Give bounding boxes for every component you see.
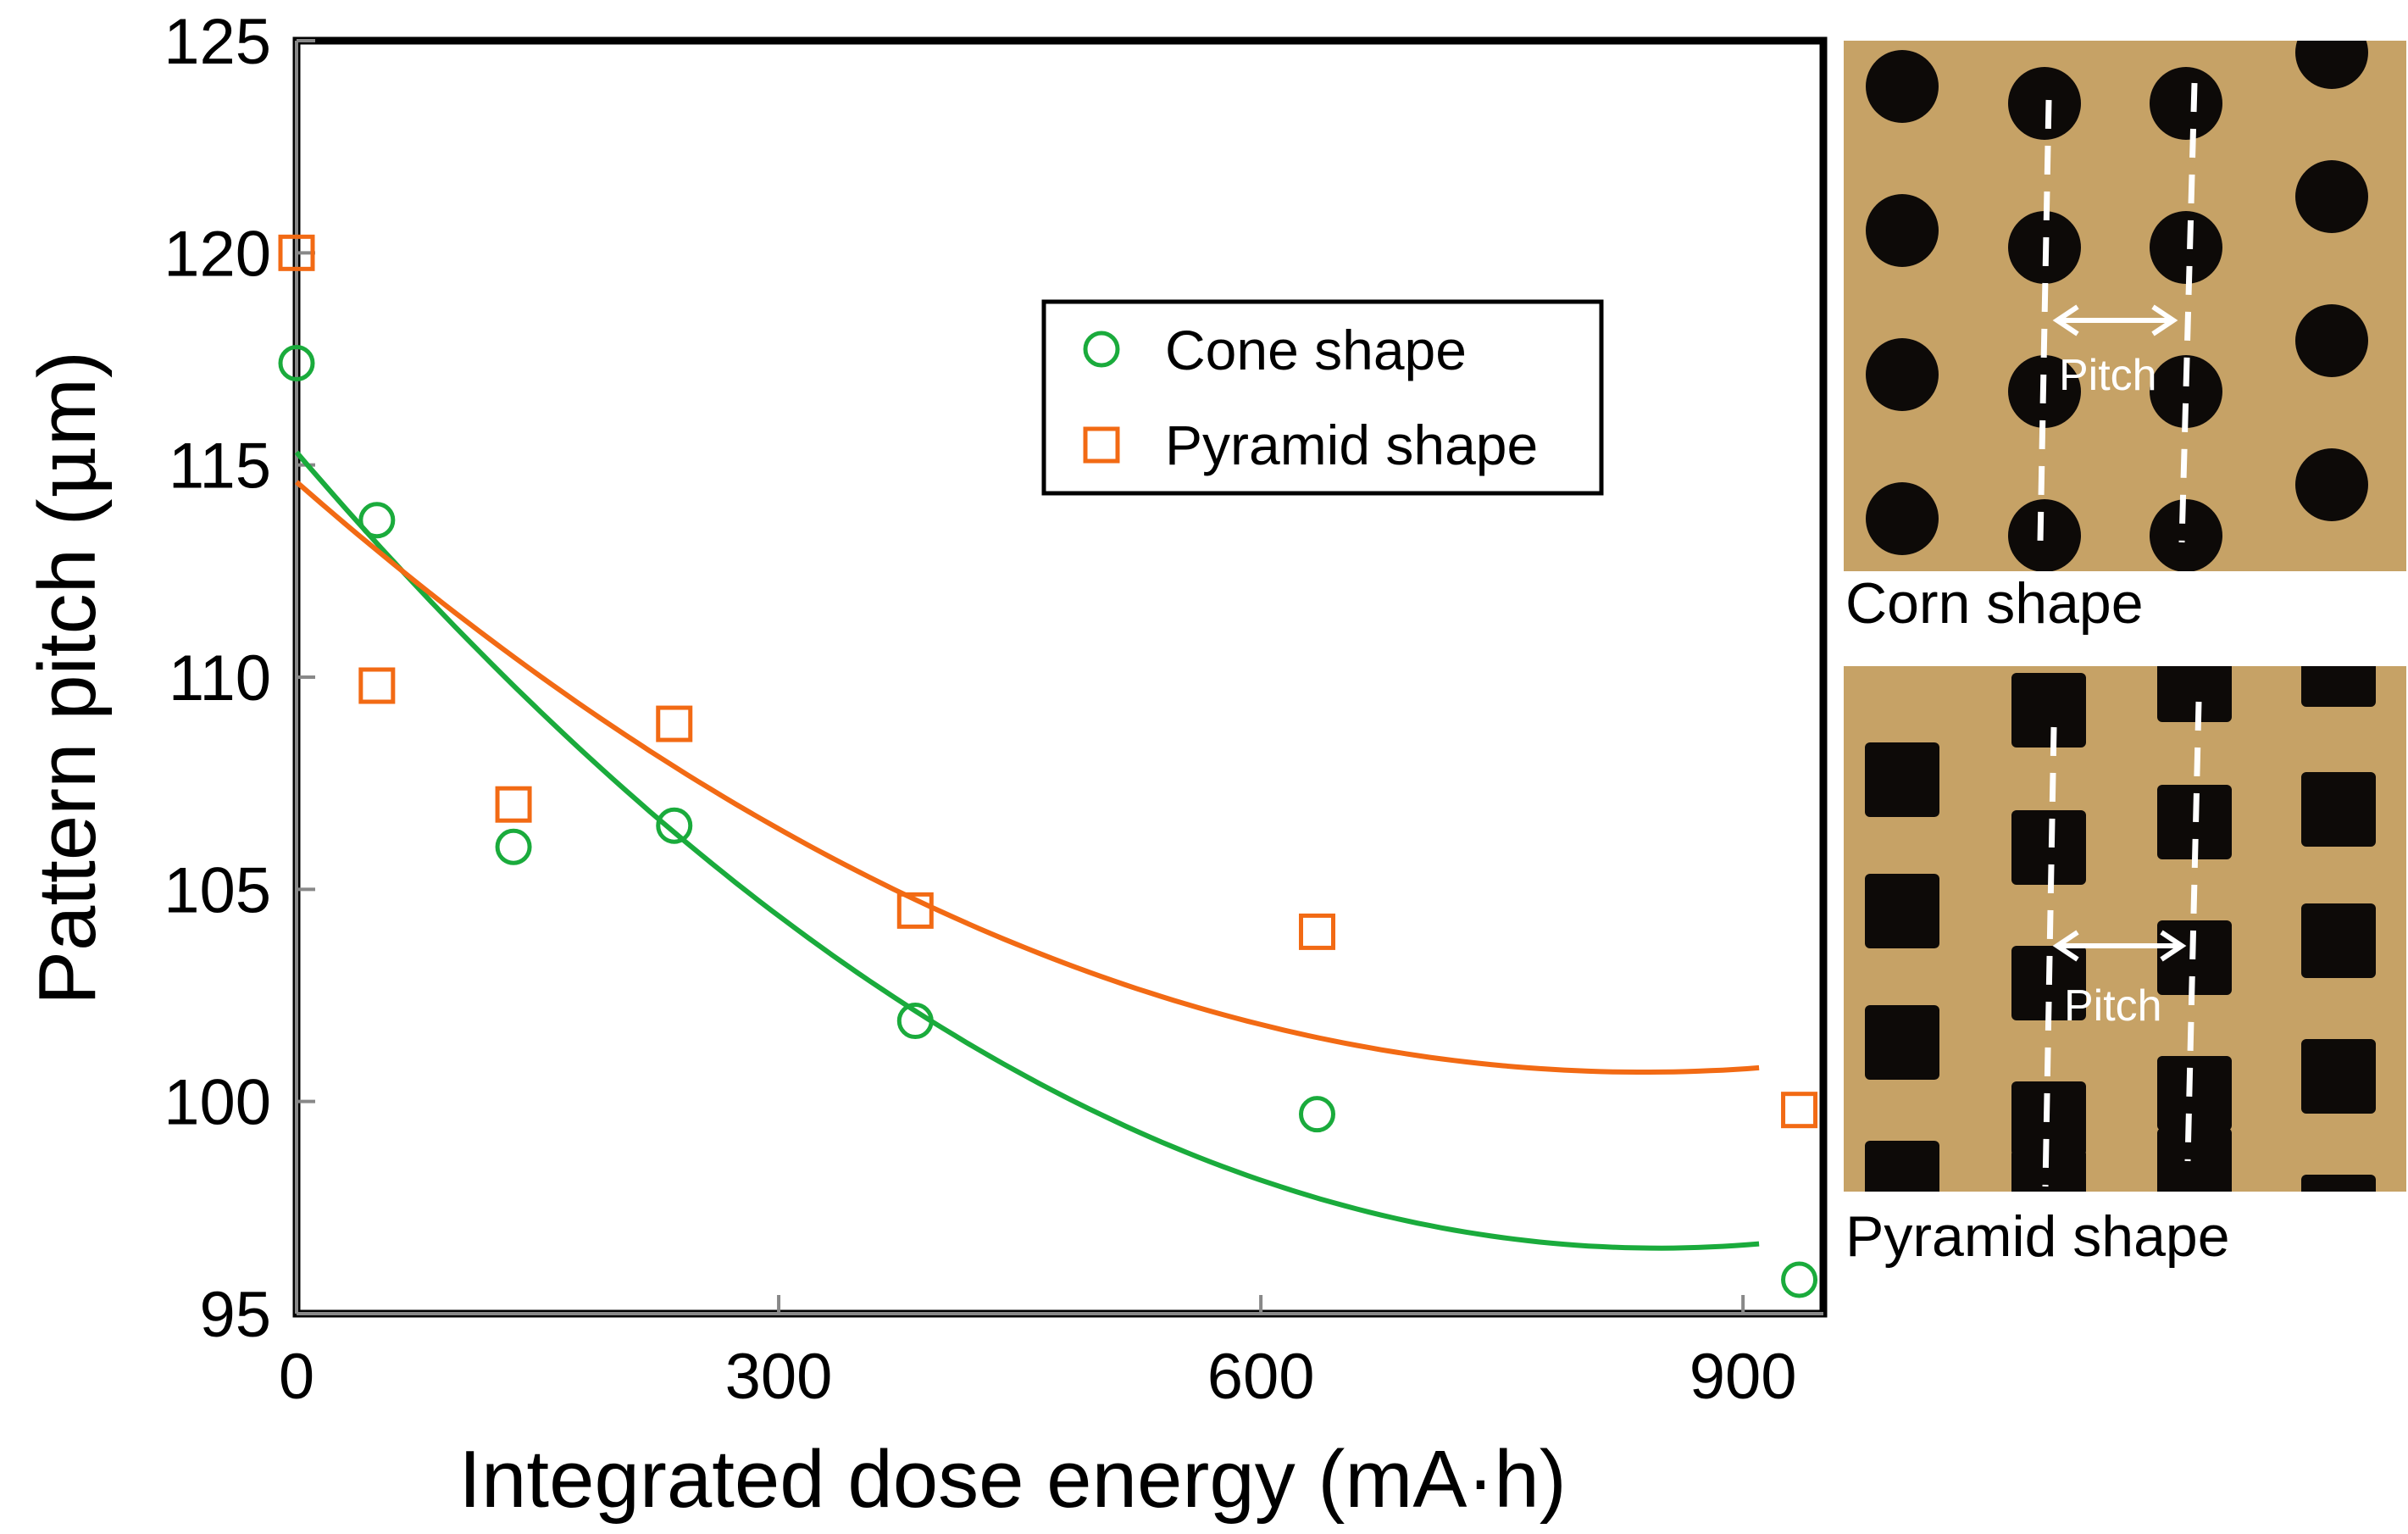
pyramid-hole [1865, 742, 1939, 817]
y-tick-label: 115 [169, 431, 271, 503]
cone-hole [2150, 355, 2222, 428]
pyramid-pitch-arrow [2052, 930, 2187, 962]
y-tick-label: 95 [199, 1279, 271, 1351]
pyramid-pitch-label: Pitch [2064, 981, 2162, 1031]
pyramid-hole [1865, 874, 1939, 948]
x-tick-label: 300 [725, 1341, 833, 1413]
pyramid-data-point [278, 234, 315, 271]
pyramid-data-point [1298, 913, 1335, 950]
cone-hole [2295, 160, 2368, 233]
y-axis-title: Pattern pitch (μm) [19, 351, 114, 1005]
pyramid-hole [2301, 666, 2376, 707]
data-markers [278, 234, 1818, 1298]
cone-hole [2150, 211, 2222, 284]
x-axis-title: Integrated dose energy (mA·h) [458, 1434, 1566, 1525]
plot-area: 95 100 105 110 115 120 125 0 300 600 900 [164, 6, 1828, 1413]
cone-fit-curve [294, 450, 1760, 1251]
mu-symbol: μ [19, 446, 114, 498]
plot-frame [292, 36, 1828, 1318]
legend-pyramid-label: Pyramid shape [1165, 414, 1538, 476]
cone-data-point [495, 828, 532, 865]
x-tick-label: 0 [279, 1341, 314, 1413]
cone-photo-caption: Corn shape [1845, 571, 2144, 636]
pyramid-hole [2301, 1039, 2376, 1114]
legend-box [1041, 299, 1604, 496]
cone-hole [2150, 499, 2222, 571]
legend: Cone shape Pyramid shape [1041, 299, 1604, 496]
pyramid-data-point [495, 786, 532, 823]
x-tick-label: 900 [1689, 1341, 1797, 1413]
fit-curves [294, 450, 1760, 1251]
pyramid-hole [2301, 772, 2376, 847]
cone-data-point [1298, 1096, 1335, 1133]
pyramid-photo-caption: Pyramid shape [1845, 1204, 2230, 1269]
legend-cone-marker [1083, 331, 1120, 368]
cone-hole [2008, 499, 2081, 571]
pyramid-hole [2157, 785, 2232, 859]
cone-hole [2295, 448, 2368, 521]
y-tick-label: 125 [164, 6, 271, 78]
pyramid-hole [2157, 1056, 2232, 1131]
cone-data-point [1781, 1261, 1818, 1298]
cone-hole [2150, 67, 2222, 140]
pyramid-data-point [896, 892, 934, 929]
cone-data-point [278, 345, 315, 382]
cone-data-point [896, 1003, 934, 1040]
pyramid-photo: Pitch Pyramid shape [1844, 666, 2406, 1269]
pyramid-hole [2011, 1149, 2086, 1192]
cone-hole [2295, 41, 2368, 89]
cone-photo: Pitch Corn shape [1844, 41, 2406, 636]
y-tick-label: 105 [164, 854, 271, 926]
axis-ticks: 95 100 105 110 115 120 125 0 300 600 900 [164, 6, 1796, 1413]
legend-cone-label: Cone shape [1165, 319, 1467, 381]
pyramid-hole [2011, 810, 2086, 885]
pyramid-data-point [656, 705, 693, 742]
cone-hole [1866, 338, 1939, 411]
pyramid-pitch-guides [2042, 701, 2202, 1187]
legend-pyramid-marker [1083, 426, 1120, 464]
cone-pitch-arrow [2052, 304, 2178, 336]
y-tick-label: 100 [164, 1067, 271, 1139]
cone-hole [1866, 194, 1939, 267]
x-tick-label: 600 [1207, 1341, 1315, 1413]
cone-hole [2008, 67, 2081, 140]
pyramid-hole [2157, 666, 2232, 722]
y-tick-label: 120 [164, 218, 271, 290]
cone-hole [1866, 482, 1939, 555]
pyramid-hole [2301, 1175, 2376, 1192]
cone-photo-holes [1866, 41, 2368, 571]
cone-pitch-guides [2037, 82, 2198, 543]
cone-hole [1866, 50, 1939, 123]
pyramid-data-point [358, 667, 396, 704]
cone-pitch-label: Pitch [2059, 351, 2157, 400]
cone-data-point [358, 502, 396, 539]
cone-hole [2295, 304, 2368, 377]
pyramid-hole [1865, 1005, 1939, 1080]
pyramid-data-point [1781, 1092, 1818, 1129]
pyramid-hole [1865, 1141, 1939, 1192]
y-tick-label: 110 [169, 642, 271, 714]
pyramid-hole [2157, 1128, 2232, 1192]
pyramid-hole [2011, 673, 2086, 748]
cone-data-point [656, 807, 693, 844]
pyramid-hole [2301, 903, 2376, 978]
pyramid-fit-curve [295, 480, 1760, 1075]
